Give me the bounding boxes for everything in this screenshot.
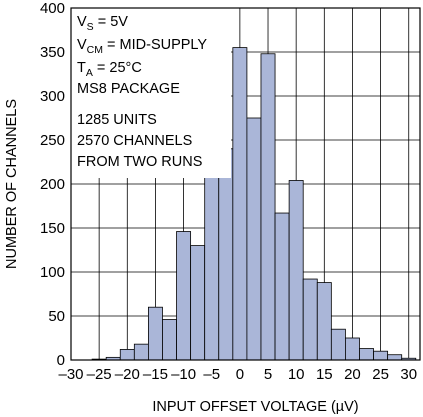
x-tick-label: 5 (264, 366, 272, 383)
y-tick-label: 200 (40, 176, 65, 193)
annotation-package: MS8 PACKAGE (77, 81, 180, 97)
x-axis-title: INPUT OFFSET VOLTAGE (µV) (152, 399, 358, 415)
histogram-bar (274, 212, 290, 361)
y-tick-label: 0 (57, 352, 65, 369)
annotation-channels: 2570 CHANNELS (77, 133, 192, 149)
x-tick-labels: –30 –25 –20 –15 –10 –5 0 5 10 15 20 25 30 (58, 366, 417, 383)
y-tick-label: 250 (40, 132, 65, 149)
y-tick-label: 400 (40, 0, 65, 17)
histogram-bar (190, 245, 206, 361)
annotation-vs: VS = 5V (77, 14, 128, 33)
histogram-bar (147, 306, 163, 361)
histogram-bar (218, 148, 234, 361)
x-tick-label: 0 (236, 366, 244, 383)
histogram-bar (316, 282, 332, 361)
plot-frame (70, 7, 421, 361)
annotation-vcm: VCM = MID-SUPPLY (77, 37, 207, 56)
x-tick-label: –20 (115, 366, 140, 383)
histogram-bar (133, 343, 149, 361)
histogram-bar (119, 349, 135, 361)
histogram-bar (387, 354, 403, 361)
y-tick-label: 350 (40, 44, 65, 61)
x-tick-label: –30 (58, 366, 83, 383)
histogram-bar (232, 47, 248, 361)
annotation-runs: FROM TWO RUNS (77, 154, 202, 170)
x-tick-label: –5 (203, 366, 220, 383)
histogram-bar (176, 231, 192, 361)
histogram-bar (345, 337, 360, 361)
x-tick-label: 15 (316, 366, 333, 383)
y-tick-label: 100 (40, 264, 65, 281)
histogram-bar (373, 350, 389, 361)
histogram-bar (302, 278, 318, 361)
y-axis-title: NUMBER OF CHANNELS (4, 99, 20, 269)
histogram-bar (162, 319, 177, 361)
y-tick-label: 300 (40, 88, 65, 105)
histogram-bar (359, 348, 374, 361)
x-tick-label: –10 (171, 366, 196, 383)
x-tick-label: –15 (143, 366, 168, 383)
histogram-bar (288, 180, 304, 361)
histogram-bar (260, 53, 276, 361)
x-tick-label: 10 (288, 366, 305, 383)
x-tick-label: 30 (400, 366, 417, 383)
annotation-background (71, 8, 231, 178)
histogram-bar (246, 117, 262, 361)
x-tick-label: 25 (372, 366, 389, 383)
annotation-ta: TA = 25°C (77, 60, 142, 79)
annotation-units: 1285 UNITS (77, 112, 157, 128)
x-tick-label: –25 (87, 366, 112, 383)
y-tick-label: 50 (48, 308, 65, 325)
y-tick-label: 150 (40, 220, 65, 237)
y-tick-labels: 0 50 100 150 200 250 300 350 400 (40, 0, 65, 369)
histogram-bar (330, 328, 346, 361)
x-tick-label: 20 (344, 366, 361, 383)
